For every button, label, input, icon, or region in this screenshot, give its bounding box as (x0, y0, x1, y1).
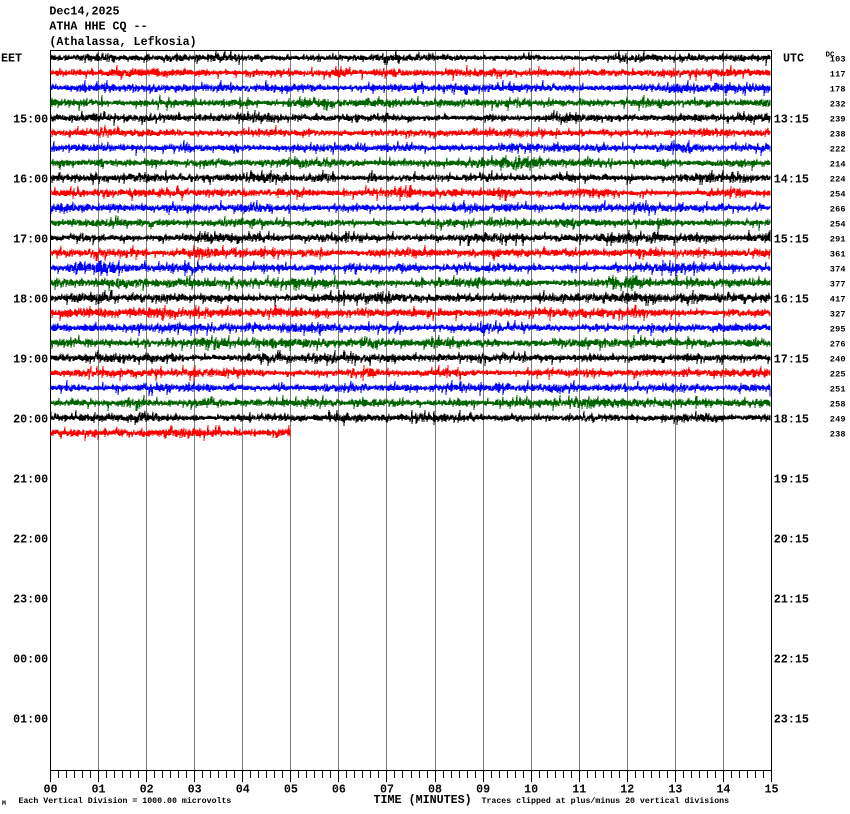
svg-text:222: 222 (830, 144, 846, 154)
svg-text:21:15: 21:15 (774, 593, 809, 607)
svg-text:295: 295 (830, 324, 846, 334)
svg-text:00: 00 (43, 782, 57, 796)
svg-text:15:15: 15:15 (774, 233, 809, 247)
svg-text:02: 02 (140, 782, 154, 796)
svg-text:224: 224 (830, 174, 846, 184)
svg-text:22:00: 22:00 (13, 533, 48, 547)
svg-text:238: 238 (830, 429, 846, 439)
svg-text:276: 276 (830, 339, 846, 349)
svg-text:03: 03 (188, 782, 202, 796)
svg-text:254: 254 (830, 189, 846, 199)
svg-text:19:15: 19:15 (774, 473, 809, 487)
svg-text:ATHA HHE CQ --: ATHA HHE CQ -- (49, 20, 147, 34)
svg-text:117: 117 (830, 69, 846, 79)
svg-text:374: 374 (830, 264, 846, 274)
svg-text:15: 15 (764, 782, 778, 796)
svg-text:06: 06 (332, 782, 346, 796)
svg-text:DC: DC (826, 52, 836, 60)
svg-text:361: 361 (830, 249, 846, 259)
svg-text:254: 254 (830, 219, 846, 229)
svg-text:23:00: 23:00 (13, 593, 48, 607)
svg-text:16:00: 16:00 (13, 173, 48, 187)
svg-text:07: 07 (380, 782, 394, 796)
svg-text:239: 239 (830, 114, 846, 124)
svg-text:M: M (2, 800, 6, 807)
svg-text:23:15: 23:15 (774, 713, 809, 727)
svg-text:20:15: 20:15 (774, 533, 809, 547)
svg-text:18:00: 18:00 (13, 293, 48, 307)
svg-text:01:00: 01:00 (13, 713, 48, 727)
svg-text:22:15: 22:15 (774, 653, 809, 667)
svg-text:214: 214 (830, 159, 846, 169)
svg-text:240: 240 (830, 354, 846, 364)
svg-text:19:00: 19:00 (13, 353, 48, 367)
svg-text:17:15: 17:15 (774, 353, 809, 367)
svg-text:01: 01 (92, 782, 106, 796)
svg-text:225: 225 (830, 369, 846, 379)
svg-text:13: 13 (668, 782, 682, 796)
svg-text:Each Vertical Division = 1000.: Each Vertical Division = 1000.00 microvo… (19, 796, 232, 806)
svg-text:178: 178 (830, 84, 846, 94)
svg-text:103: 103 (830, 54, 846, 64)
svg-text:14: 14 (716, 782, 730, 796)
svg-text:Traces clipped at plus/minus 2: Traces clipped at plus/minus 20 vertical… (482, 796, 730, 806)
svg-text:291: 291 (830, 234, 846, 244)
svg-text:13:15: 13:15 (774, 113, 809, 127)
svg-text:12: 12 (620, 782, 634, 796)
svg-text:TIME (MINUTES): TIME (MINUTES) (374, 793, 472, 807)
svg-text:EET: EET (1, 52, 22, 66)
svg-text:327: 327 (830, 309, 846, 319)
svg-text:249: 249 (830, 414, 846, 424)
svg-text:UTC: UTC (783, 51, 804, 65)
svg-text:05: 05 (284, 782, 298, 796)
svg-text:09: 09 (476, 782, 490, 796)
svg-text:15:00: 15:00 (13, 113, 48, 127)
svg-text:18:15: 18:15 (774, 413, 809, 427)
svg-text:Dec14,2025: Dec14,2025 (49, 4, 119, 18)
svg-text:251: 251 (830, 384, 846, 394)
svg-text:20:00: 20:00 (13, 413, 48, 427)
svg-text:238: 238 (830, 129, 846, 139)
svg-text:377: 377 (830, 279, 846, 289)
svg-text:08: 08 (428, 782, 442, 796)
svg-text:14:15: 14:15 (774, 173, 809, 187)
svg-text:04: 04 (236, 782, 250, 796)
svg-text:10: 10 (524, 782, 538, 796)
svg-text:00:00: 00:00 (13, 653, 48, 667)
svg-text:417: 417 (830, 294, 846, 304)
svg-text:11: 11 (572, 782, 586, 796)
svg-text:258: 258 (830, 399, 846, 409)
svg-text:(Athalassa, Lefkosia): (Athalassa, Lefkosia) (49, 35, 196, 49)
svg-text:232: 232 (830, 99, 846, 109)
svg-text:16:15: 16:15 (774, 293, 809, 307)
svg-text:17:00: 17:00 (13, 233, 48, 247)
svg-text:266: 266 (830, 204, 846, 214)
svg-text:21:00: 21:00 (13, 473, 48, 487)
